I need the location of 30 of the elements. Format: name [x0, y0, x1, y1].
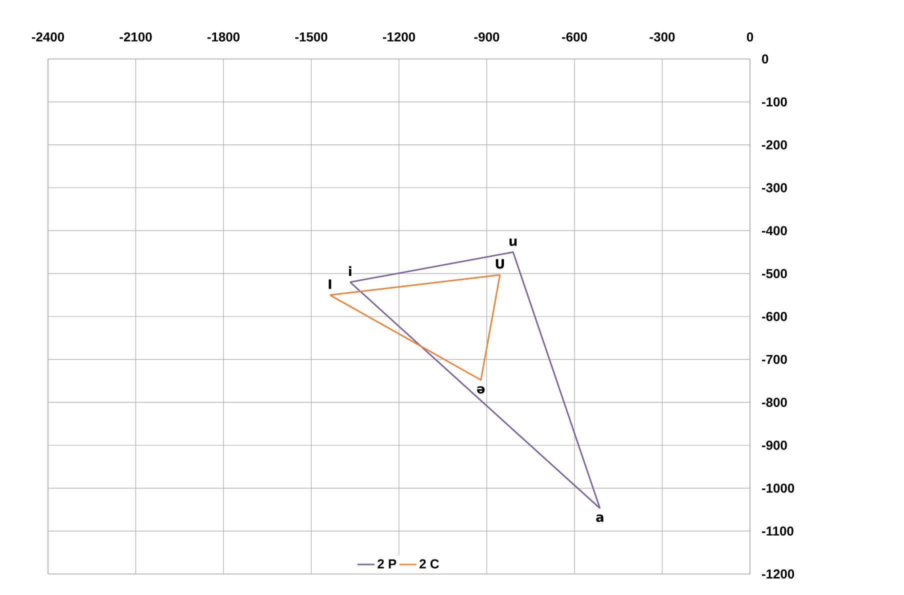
y-tick-label: -300: [762, 183, 787, 192]
annotation: i: [349, 266, 352, 276]
y-tick-label: -1000: [762, 484, 794, 493]
legend-label: 2 C: [420, 559, 439, 568]
y-tick-label: -100: [762, 97, 787, 106]
x-tick-label: -2400: [32, 32, 64, 42]
y-tick-label: -900: [762, 440, 787, 450]
y-tick-label: -800: [762, 398, 787, 407]
y-tick-label: -700: [762, 354, 787, 364]
y-tick-label: -600: [762, 312, 787, 322]
annotation: U: [496, 259, 504, 269]
y-tick-label: -1200: [762, 569, 794, 579]
x-tick-label: -1800: [207, 32, 240, 42]
y-tick-label: -400: [762, 226, 787, 236]
y-tick-label: -500: [762, 268, 787, 278]
annotation: u: [509, 238, 517, 246]
annotation: ə: [477, 386, 485, 394]
x-tick-label: -2100: [120, 32, 152, 42]
legend-label: 2 P: [378, 559, 396, 568]
annotation: a: [596, 514, 604, 522]
x-tick-label: -1500: [295, 32, 328, 42]
x-tick-label: -900: [474, 32, 500, 42]
y-tick-label: -1100: [762, 526, 794, 536]
x-tick-label: 0: [746, 32, 754, 42]
y-tick-label: 0: [762, 54, 768, 64]
annotation: I: [328, 279, 332, 289]
x-tick-label: -1200: [382, 32, 416, 42]
x-tick-label: -600: [562, 32, 587, 42]
y-tick-label: -200: [762, 140, 787, 150]
x-tick-label: -300: [650, 32, 675, 42]
